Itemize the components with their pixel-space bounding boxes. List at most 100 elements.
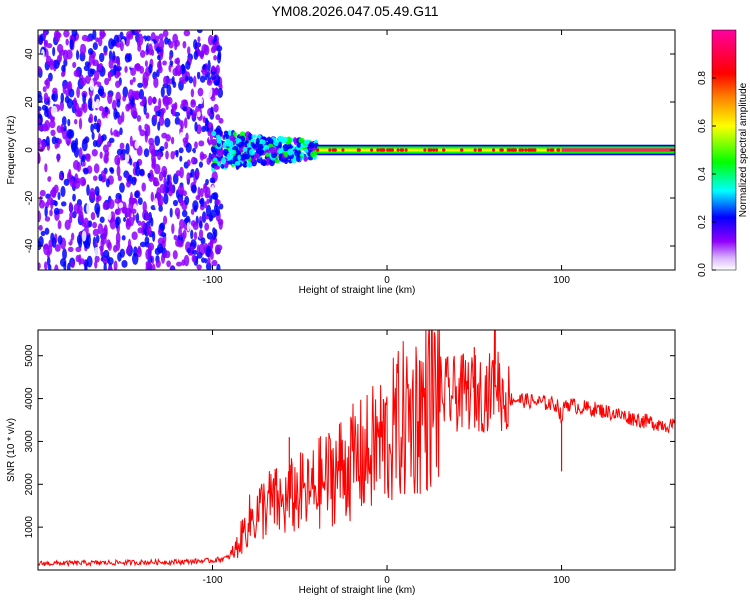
spectrogram-y-tick-label: 20 <box>24 96 35 108</box>
heatmap-cell <box>215 114 221 121</box>
heatmap-cell <box>215 45 223 52</box>
heatmap-cell <box>294 149 301 157</box>
heatmap-cell <box>113 129 119 137</box>
heatmap-carrier-core <box>317 148 675 152</box>
heatmap-cell <box>68 168 72 178</box>
heatmap-cell <box>188 76 194 84</box>
heatmap-cell <box>142 71 149 84</box>
heatmap-cell <box>129 60 135 68</box>
heatmap-cell <box>132 252 139 265</box>
heatmap-cell <box>110 167 115 174</box>
heatmap-cell <box>520 148 525 152</box>
heatmap-cell <box>82 92 87 104</box>
heatmap-cell <box>179 31 184 39</box>
heatmap-cell <box>39 189 46 197</box>
heatmap-cell <box>43 30 47 39</box>
heatmap-cell <box>195 194 201 201</box>
heatmap-cell <box>510 148 514 152</box>
heatmap-cell <box>129 158 133 166</box>
heatmap-cell <box>513 148 517 152</box>
heatmap-cell <box>201 211 207 223</box>
heatmap-cell <box>54 142 59 150</box>
heatmap-cell <box>129 191 133 204</box>
heatmap-cell <box>147 172 151 178</box>
heatmap-cell <box>114 208 120 215</box>
heatmap-cell <box>160 112 164 120</box>
heatmap-cell <box>126 30 133 38</box>
heatmap-cell <box>546 148 550 152</box>
heatmap-cell <box>304 139 310 145</box>
heatmap-cell <box>158 116 165 127</box>
heatmap-cell <box>316 148 320 152</box>
heatmap-cell <box>205 178 209 186</box>
heatmap-cell <box>58 173 63 181</box>
heatmap-cell <box>154 197 158 210</box>
heatmap-cell <box>86 184 90 196</box>
heatmap-cell <box>112 50 116 62</box>
heatmap-cell <box>78 131 82 139</box>
heatmap-cell <box>92 221 98 229</box>
heatmap-cell <box>157 243 164 254</box>
heatmap-cell <box>198 161 204 168</box>
heatmap-cell <box>531 148 535 152</box>
heatmap-cell <box>68 216 73 224</box>
heatmap-cell <box>98 52 105 63</box>
heatmap-cell <box>179 131 184 139</box>
heatmap-cell <box>97 223 104 235</box>
heatmap-cell <box>123 189 128 202</box>
heatmap-cell <box>123 216 127 223</box>
heatmap-cell <box>238 146 244 153</box>
heatmap-cell <box>38 106 42 112</box>
heatmap-cell <box>50 129 56 137</box>
heatmap-cell <box>194 141 198 149</box>
heatmap-cell <box>157 200 162 207</box>
heatmap-cell <box>193 231 198 241</box>
heatmap-cell <box>158 38 165 51</box>
heatmap-cell <box>478 148 483 152</box>
heatmap-cell <box>129 135 133 147</box>
heatmap-cell <box>57 138 62 145</box>
heatmap-cell <box>196 30 203 34</box>
heatmap-cell <box>221 157 227 165</box>
heatmap-cell <box>115 65 122 72</box>
heatmap-cell <box>549 148 553 152</box>
heatmap-cell <box>242 146 248 152</box>
heatmap-cell <box>179 197 184 207</box>
heatmap-cell <box>72 160 80 170</box>
colorbar-tick-label: 0.0 <box>697 263 708 277</box>
heatmap-cell <box>200 237 206 245</box>
heatmap-cell <box>189 108 193 116</box>
heatmap-cell <box>160 253 166 264</box>
heatmap-cell <box>92 175 98 181</box>
heatmap-cell <box>213 79 220 86</box>
heatmap-cell <box>103 262 107 270</box>
heatmap-cell <box>197 36 201 43</box>
heatmap-cell <box>119 142 125 150</box>
heatmap-cell <box>165 134 171 142</box>
heatmap-cell <box>44 216 51 222</box>
heatmap-cell <box>204 258 208 264</box>
heatmap-cell <box>158 33 164 40</box>
heatmap-cell <box>93 163 100 174</box>
heatmap-cell <box>228 140 234 148</box>
heatmap-cell <box>60 185 66 198</box>
heatmap-cell <box>258 149 264 156</box>
heatmap-cell <box>57 220 62 230</box>
heatmap-cell <box>160 232 167 238</box>
heatmap-cell <box>370 148 374 152</box>
heatmap-cell <box>204 222 210 231</box>
heatmap-cell <box>310 151 316 158</box>
heatmap-cell <box>73 203 80 214</box>
heatmap-cell <box>146 35 151 42</box>
heatmap-cell <box>264 152 270 157</box>
heatmap-cell <box>211 184 215 195</box>
heatmap-cell <box>209 177 216 184</box>
heatmap-cell <box>157 151 162 161</box>
heatmap-cell <box>341 148 345 152</box>
heatmap-cell <box>136 161 140 170</box>
heatmap-cell <box>90 123 94 133</box>
heatmap-cell <box>206 157 211 165</box>
heatmap-cell <box>105 178 110 188</box>
heatmap-cell <box>100 239 105 249</box>
